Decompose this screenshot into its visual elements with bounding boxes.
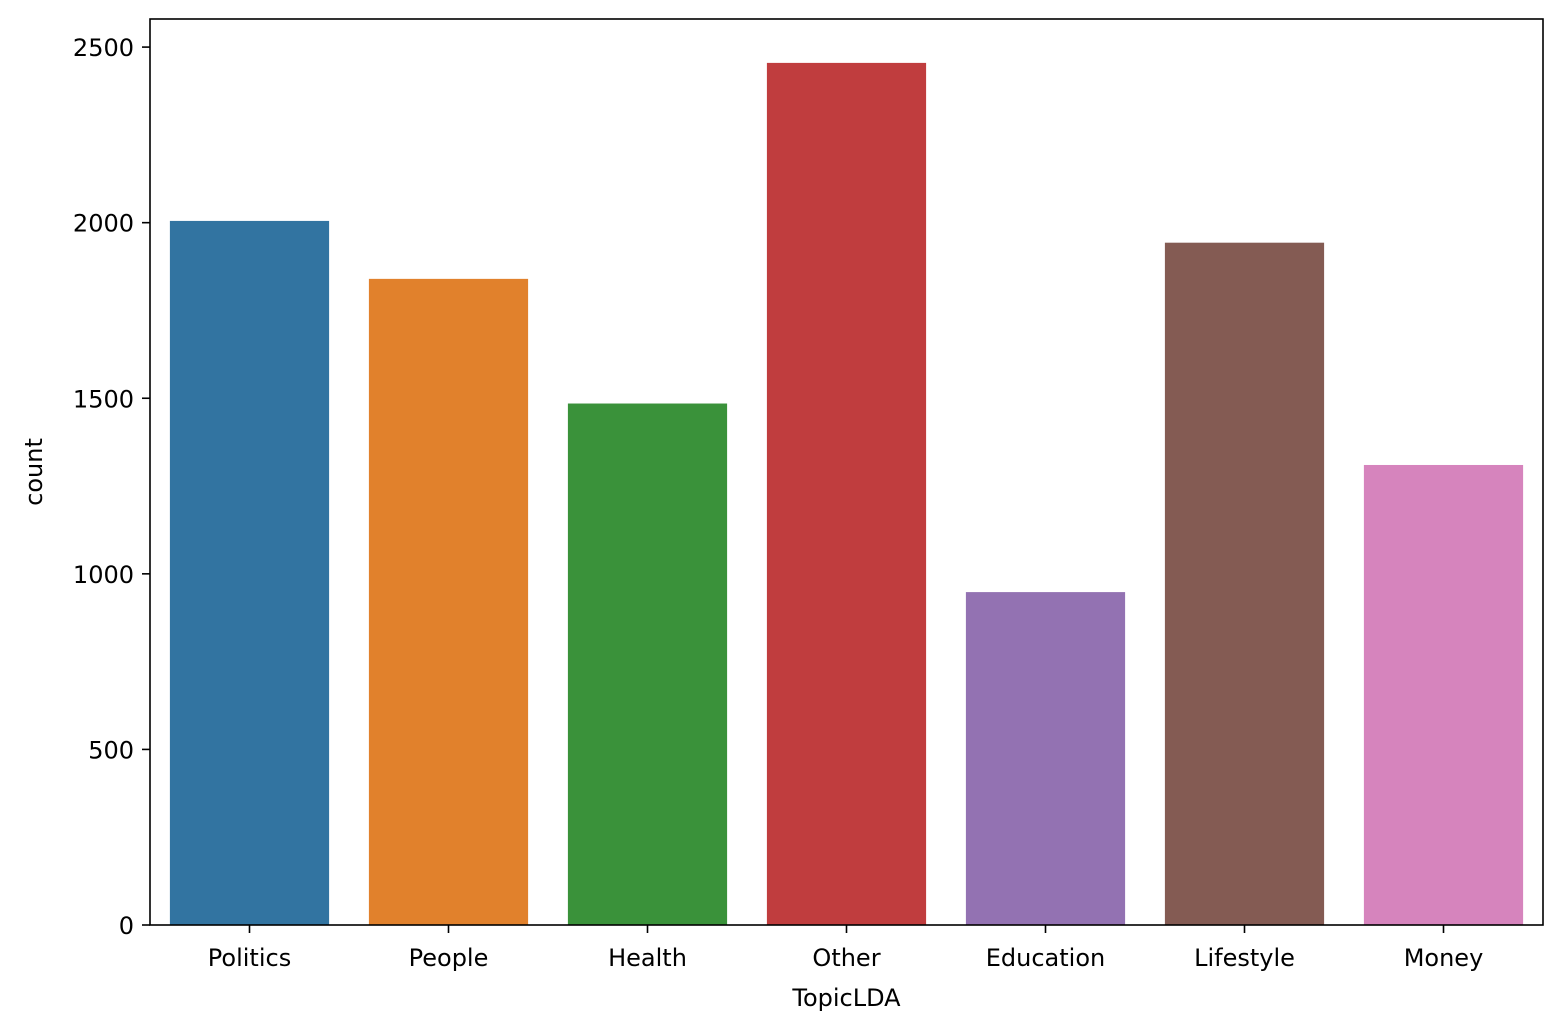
y-tick-label: 1500: [73, 385, 134, 413]
y-axis-label: count: [20, 438, 48, 506]
x-axis-ticks: Politics People Health Other Education Lifest…: [208, 925, 1484, 972]
y-tick-label: 500: [88, 736, 134, 764]
bar-money: [1363, 464, 1524, 925]
bar-politics: [169, 220, 330, 926]
bar-health: [567, 403, 728, 925]
bars-layer: [169, 62, 1524, 926]
y-tick-label: 2000: [73, 210, 134, 238]
x-tick-label: People: [409, 944, 489, 972]
plot-frame: [149, 18, 1544, 926]
bar-education: [965, 592, 1126, 925]
x-tick-label: Health: [608, 944, 687, 972]
x-tick-label: Money: [1404, 944, 1484, 972]
y-axis-ticks: 0 500 1000 1500 2000 2500: [73, 34, 150, 940]
x-tick-label: Education: [986, 944, 1105, 972]
y-tick-label: 1000: [73, 561, 134, 589]
bar-people: [368, 278, 529, 925]
x-axis-label: TopicLDA: [791, 984, 901, 1012]
x-tick-label: Politics: [208, 944, 291, 972]
y-tick-label: 0: [119, 912, 134, 940]
y-tick-label: 2500: [73, 34, 134, 62]
x-tick-label: Lifestyle: [1194, 944, 1295, 972]
bar-lifestyle: [1164, 242, 1325, 926]
bar-other: [766, 62, 927, 926]
x-tick-label: Other: [812, 944, 880, 972]
